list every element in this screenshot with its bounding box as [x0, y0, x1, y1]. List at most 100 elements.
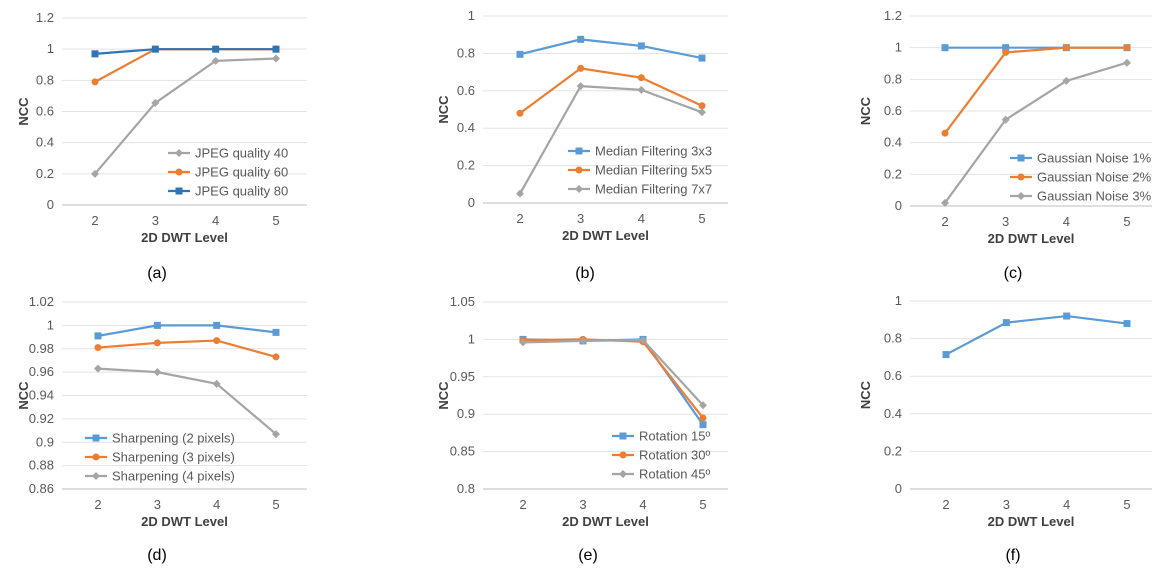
- data-point: [516, 50, 524, 58]
- legend-label: Sharpening (2 pixels): [112, 431, 235, 446]
- legend-swatch-marker: [575, 185, 583, 193]
- data-point: [1002, 48, 1010, 56]
- y-tick-label: 0: [47, 197, 54, 212]
- data-point: [698, 102, 706, 110]
- data-point: [94, 344, 102, 352]
- legend: Rotation 15º Rotation 30º Rotation 45º: [612, 429, 710, 482]
- x-tick-label: 4: [212, 213, 219, 228]
- y-tick-label: 0.96: [29, 364, 54, 379]
- legend-swatch-marker: [175, 168, 183, 176]
- y-tick-label: 0.92: [29, 411, 54, 426]
- chart-panel-1: 0 0.2 0.4 0.6 0.8 1 1.2 2 3 4 5 2D DWT Level NCC JPEG…: [16, 10, 307, 282]
- series-2: [941, 44, 1131, 137]
- data-point: [941, 198, 949, 207]
- y-tick-label: 1.2: [36, 10, 54, 25]
- data-point: [272, 54, 280, 63]
- x-tick-label: 2: [519, 497, 526, 512]
- legend-swatch-marker: [575, 147, 583, 155]
- legend-label: Median Filtering 5x5: [595, 163, 712, 178]
- data-point: [698, 108, 706, 117]
- data-point: [211, 56, 220, 65]
- y-tick-label: 0.9: [457, 406, 475, 421]
- y-tick-label: 0.4: [457, 120, 475, 135]
- x-tick-label: 5: [699, 497, 706, 512]
- x-tick-label: 3: [579, 497, 586, 512]
- legend-label: Sharpening (3 pixels): [112, 450, 235, 465]
- y-tick-label: 1: [895, 40, 902, 55]
- data-point: [212, 45, 220, 53]
- x-tick-label: 5: [272, 213, 279, 228]
- y-tick-label: 0.4: [884, 406, 902, 421]
- series-line: [519, 38, 703, 60]
- data-point: [272, 45, 280, 53]
- y-tick-label: 0.8: [457, 481, 475, 496]
- data-point: [213, 337, 221, 345]
- x-tick-label: 4: [1063, 497, 1070, 512]
- x-tick-label: 3: [1002, 214, 1009, 229]
- chart-panel-6: 0 0.2 0.4 0.6 0.8 1 2 3 4 5 2D DWT Level NCC (f): [858, 293, 1152, 564]
- data-point: [94, 332, 102, 340]
- legend-label: Sharpening (4 pixels): [112, 469, 235, 484]
- data-point: [637, 74, 645, 82]
- y-tick-label: 1: [47, 317, 54, 332]
- y-tick-label: 0.4: [884, 135, 902, 150]
- y-tick-label: 0.2: [457, 158, 475, 173]
- x-tick-label: 4: [1063, 214, 1070, 229]
- data-point: [151, 98, 160, 107]
- x-tick-label: 4: [213, 497, 220, 512]
- y-axis-label: NCC: [16, 97, 31, 126]
- legend-swatch-marker: [92, 453, 100, 461]
- series-1: [942, 312, 1131, 359]
- legend-swatch-marker: [619, 432, 627, 440]
- legend-swatch-marker: [92, 472, 100, 480]
- y-tick-label: 0.6: [884, 368, 902, 383]
- series-3: [516, 82, 706, 198]
- legend: Median Filtering 3x3 Median Filtering 5x5…: [568, 144, 712, 197]
- data-point: [153, 368, 162, 377]
- y-tick-label: 0.8: [884, 331, 902, 346]
- series-line: [944, 46, 1127, 134]
- series-3: [519, 336, 707, 410]
- y-tick-label: 1: [468, 8, 475, 23]
- x-tick-label: 4: [638, 211, 645, 226]
- legend-label: Median Filtering 3x3: [595, 144, 712, 159]
- panel-caption: (c): [1004, 265, 1023, 282]
- data-point: [516, 189, 524, 198]
- data-point: [212, 379, 221, 388]
- legend-label: Gaussian Noise 1%: [1037, 151, 1152, 166]
- y-tick-label: 1: [47, 41, 54, 56]
- data-point: [94, 364, 102, 373]
- data-point: [576, 82, 585, 91]
- legend-swatch-marker: [1017, 173, 1025, 181]
- data-point: [579, 336, 587, 345]
- x-axis-label: 2D DWT Level: [562, 514, 649, 529]
- data-point: [153, 339, 161, 347]
- legend-label: Rotation 45º: [639, 467, 710, 482]
- panel-caption: (a): [147, 265, 167, 282]
- x-tick-label: 3: [1003, 497, 1010, 512]
- data-point: [516, 109, 524, 117]
- y-tick-label: 0.9: [36, 434, 54, 449]
- legend-label: Rotation 15º: [639, 429, 710, 444]
- panel-caption: (f): [1005, 547, 1020, 564]
- data-point: [272, 430, 280, 439]
- data-point: [1001, 115, 1010, 124]
- data-point: [1063, 312, 1071, 320]
- y-tick-label: 0.86: [29, 481, 54, 496]
- series-line: [94, 57, 277, 175]
- legend-label: JPEG quality 60: [195, 165, 288, 180]
- x-axis-label: 2D DWT Level: [988, 231, 1075, 246]
- data-point: [91, 169, 99, 178]
- y-tick-label: 0: [895, 481, 902, 496]
- x-tick-label: 2: [94, 497, 101, 512]
- y-tick-label: 0.95: [450, 369, 475, 384]
- series-3: [91, 45, 280, 58]
- data-point: [272, 353, 280, 361]
- x-tick-label: 5: [698, 211, 705, 226]
- legend-swatch-marker: [619, 451, 627, 459]
- chart-panel-2: 0 0.2 0.4 0.6 0.8 1 2 3 4 5 2D DWT Level NCC Median …: [436, 8, 728, 282]
- y-axis-label: NCC: [858, 380, 873, 409]
- series-line: [94, 48, 276, 55]
- panel-caption: (d): [147, 547, 167, 564]
- data-point: [941, 44, 949, 52]
